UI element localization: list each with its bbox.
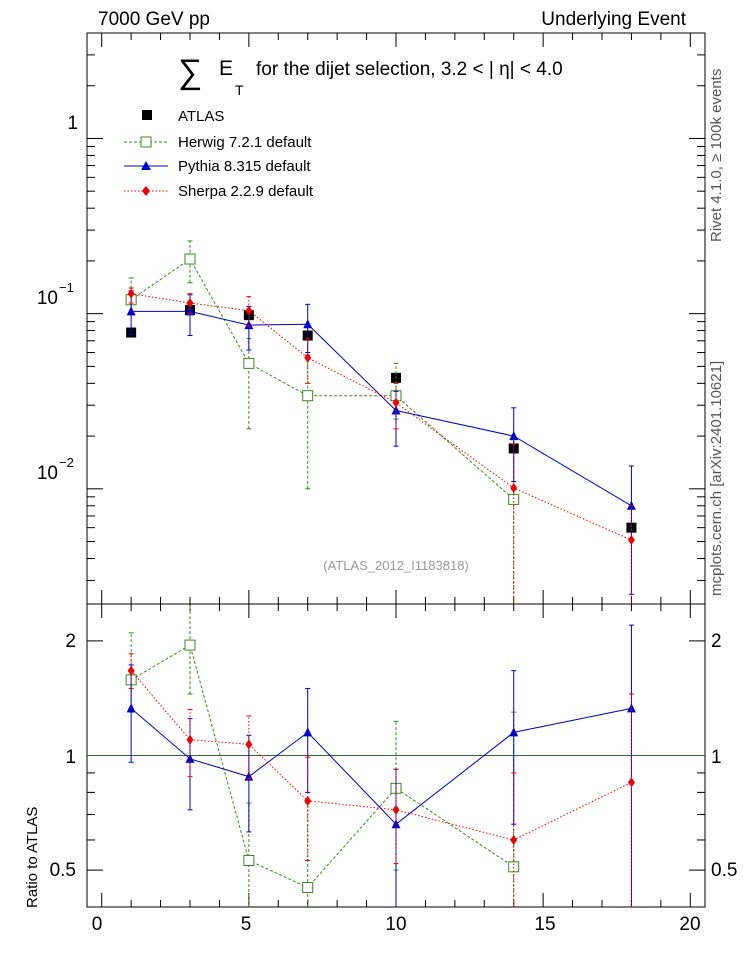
xtick-label-15: 15 <box>534 914 555 935</box>
main-series-pythia <box>126 290 636 595</box>
axis-ticks <box>87 32 705 907</box>
legend-entry-atlas: ATLAS <box>142 108 224 125</box>
ratio-series-pythia <box>126 624 636 907</box>
xtick-label-0: 0 <box>92 914 103 935</box>
data-point-pythia <box>509 431 519 441</box>
main-series-line-sherpa <box>131 293 632 541</box>
ytick-label-10-base-b: 10 <box>37 463 58 484</box>
xtick-label-20: 20 <box>679 914 700 935</box>
title-sum-symbol: ∑ <box>178 53 202 91</box>
data-point-sherpa <box>627 777 635 788</box>
data-point-pythia <box>303 727 313 737</box>
data-point-sherpa <box>304 795 312 806</box>
xtick-label-10: 10 <box>385 914 406 935</box>
energy-label: 7000 GeV pp <box>98 9 210 30</box>
data-point-pythia <box>126 306 136 316</box>
data-point-sherpa <box>510 834 518 845</box>
title-text: for the dijet selection, 3.2 < | η| < 4.… <box>256 59 563 80</box>
data-point-pythia <box>126 703 136 713</box>
ratio-ytick-label-right-2: 2 <box>711 631 722 652</box>
main-series-sherpa <box>127 287 635 604</box>
main-series-line-pythia <box>131 310 632 507</box>
data-point-herwig <box>184 639 196 651</box>
ratio-ytick-label-right-1: 1 <box>711 747 722 768</box>
data-point-sherpa <box>510 483 518 494</box>
legend: ATLAS Herwig 7.2.1 default Pythia 8.315 … <box>124 108 314 200</box>
legend-entry-pythia: Pythia 8.315 default <box>124 158 311 175</box>
legend-marker-atlas <box>142 110 152 120</box>
ratio-ytick-label-left-1: 1 <box>65 747 76 768</box>
data-point-pythia <box>626 703 636 713</box>
data-point-sherpa <box>392 804 400 815</box>
ratio-ytick-label-right-05: 0.5 <box>711 860 737 881</box>
ratio-series-sherpa <box>127 653 635 907</box>
data-point-sherpa <box>186 734 194 745</box>
xtick-label-5: 5 <box>241 914 252 935</box>
legend-label-sherpa: Sherpa 2.2.9 default <box>178 183 314 200</box>
ytick-label-exp-a: −1 <box>59 280 74 295</box>
data-point-pythia <box>303 319 313 329</box>
data-point-sherpa <box>186 298 194 309</box>
data-point-herwig <box>302 390 314 402</box>
data-point-sherpa <box>245 305 253 316</box>
data-point-herwig <box>508 493 520 505</box>
legend-marker-sherpa <box>142 186 150 196</box>
ratio-ylabel: Ratio to ATLAS <box>24 807 41 908</box>
data-point-sherpa <box>127 665 135 676</box>
legend-entry-herwig: Herwig 7.2.1 default <box>124 134 312 151</box>
main-series-herwig <box>125 240 520 604</box>
legend-label-herwig: Herwig 7.2.1 default <box>178 134 312 151</box>
data-point-sherpa <box>392 397 400 408</box>
series-layer <box>125 240 637 907</box>
title-t-subscript: T <box>235 82 244 98</box>
title-e: E <box>219 57 233 80</box>
legend-entry-sherpa: Sherpa 2.2.9 default <box>124 183 314 200</box>
legend-marker-herwig <box>140 136 152 148</box>
data-point-sherpa <box>627 535 635 546</box>
legend-marker-pythia <box>141 161 151 170</box>
legend-label-atlas: ATLAS <box>178 108 224 125</box>
main-series-line-herwig <box>130 258 515 500</box>
ratio-ytick-label-left-2: 2 <box>65 631 76 652</box>
data-point-herwig <box>508 861 520 873</box>
data-point-herwig <box>243 854 255 866</box>
legend-label-pythia: Pythia 8.315 default <box>178 158 311 175</box>
ytick-label-exp-b: −2 <box>59 455 74 470</box>
category-label: Underlying Event <box>541 9 686 30</box>
ytick-label-1: 1 <box>67 113 78 134</box>
ratio-series-line-pythia <box>130 707 632 825</box>
data-point-herwig <box>302 882 314 894</box>
ratio-series-line-herwig <box>130 644 514 889</box>
ratio-ytick-label-left-05: 0.5 <box>50 860 76 881</box>
analysis-watermark: (ATLAS_2012_I1183818) <box>323 558 469 573</box>
main-series-atlas <box>126 304 637 533</box>
data-point-sherpa <box>245 739 253 750</box>
data-point-herwig <box>184 253 196 265</box>
data-point-sherpa <box>127 288 135 299</box>
ytick-label-10-base-a: 10 <box>37 288 58 309</box>
data-point-pythia <box>509 727 519 737</box>
data-point-sherpa <box>304 352 312 363</box>
data-point-herwig <box>243 357 255 369</box>
